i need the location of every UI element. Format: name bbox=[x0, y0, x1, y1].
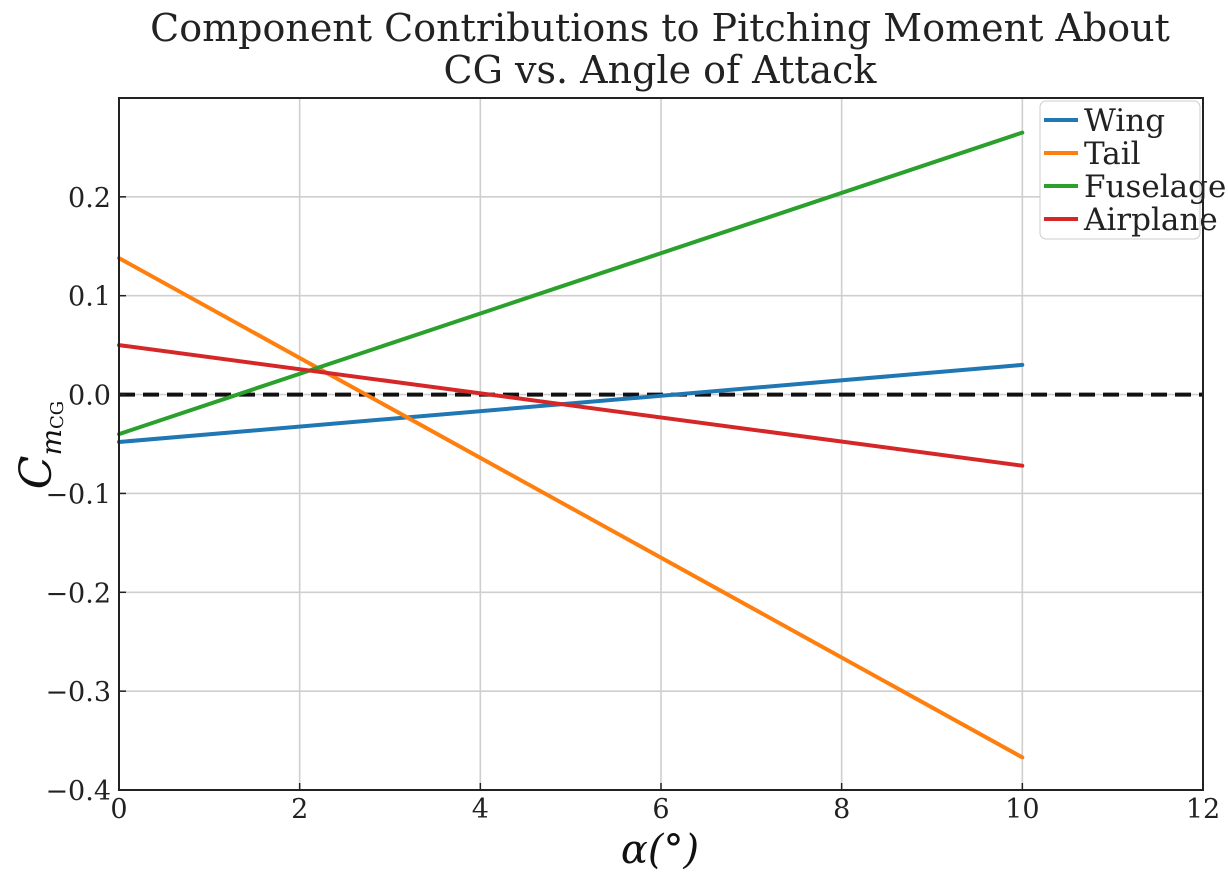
x-tick-label: 6 bbox=[652, 794, 669, 825]
y-axis-label: CmCG bbox=[11, 401, 68, 489]
x-tick-label: 8 bbox=[833, 794, 850, 825]
y-tick-label: 0.1 bbox=[68, 282, 111, 313]
chart-title-line-1: Component Contributions to Pitching Mome… bbox=[150, 6, 1170, 50]
y-tick-label: −0.2 bbox=[45, 578, 111, 609]
x-tick-label: 12 bbox=[1186, 794, 1220, 825]
series-line-fuselage bbox=[117, 130, 1025, 437]
y-tick-label: −0.3 bbox=[45, 677, 111, 708]
y-tick-label: 0.2 bbox=[68, 183, 111, 214]
legend-box bbox=[1039, 100, 1201, 240]
y-tick-label: 0.0 bbox=[68, 381, 111, 412]
y-axis-label-subsub: CG bbox=[47, 401, 68, 429]
series-line-tail bbox=[117, 256, 1025, 760]
x-tick-label: 10 bbox=[1005, 794, 1039, 825]
y-axis-label-main: C bbox=[11, 456, 62, 490]
x-tick-label: 2 bbox=[291, 794, 308, 825]
series-line-airplane bbox=[117, 343, 1025, 468]
x-tick-label: 0 bbox=[110, 794, 127, 825]
y-tick-label: −0.1 bbox=[45, 479, 111, 510]
chart-title-line-2: CG vs. Angle of Attack bbox=[444, 48, 878, 92]
y-tick-label: −0.4 bbox=[45, 776, 111, 807]
legend-label-wing: Wing bbox=[1084, 103, 1165, 139]
legend-label-fuselage: Fuselage bbox=[1084, 169, 1226, 205]
axis-ticks: 0 2 4 6 8 10 12 −0.4 −0.3 −0.2 −0.1 0.0 0.1 0.2 bbox=[45, 183, 1220, 825]
series-lines bbox=[117, 130, 1025, 760]
x-tick-label: 4 bbox=[472, 794, 489, 825]
legend-label-airplane: Airplane bbox=[1083, 202, 1218, 238]
legend-label-tail: Tail bbox=[1084, 136, 1141, 172]
y-axis-label-sub: m bbox=[35, 429, 68, 456]
x-axis-label: α(°) bbox=[621, 827, 699, 873]
